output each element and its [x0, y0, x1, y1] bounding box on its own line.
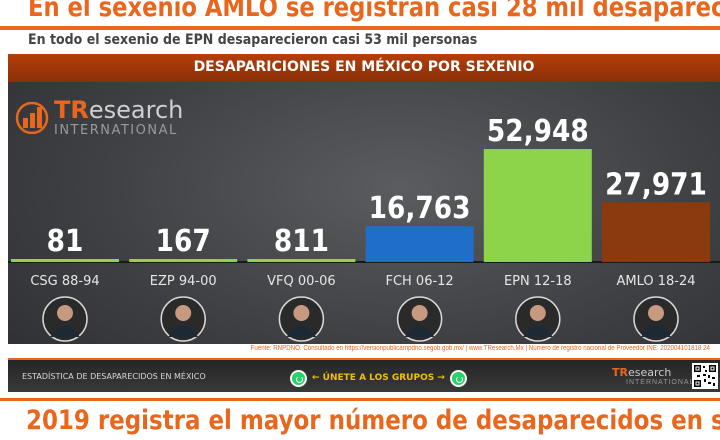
footer-brand-a: TR [612, 366, 628, 379]
bar-chart: 81 CSG 88-94 167 EZP 94-00 811 VFQ 00-06 16,76… [8, 113, 720, 342]
president-portrait-icon [278, 296, 325, 342]
bar-4 [483, 149, 592, 262]
headline-banner: En el sexenio AMLO se registran casi 28 … [0, 0, 720, 26]
data-label-5: 27,971 [605, 167, 707, 202]
footer-brand-tagline: INTERNATIONAL [626, 379, 695, 386]
bar-2 [247, 259, 356, 262]
subheadline-banner: En todo el sexenio de EPN desaparecieron… [0, 30, 720, 54]
category-label-3: FCH 06-12 [385, 274, 453, 289]
bar-5 [602, 202, 710, 262]
footer-bar: ESTADÍSTICA DE DESAPARECIDOS EN MÉXICO ←… [8, 358, 720, 394]
whatsapp-icon[interactable] [449, 369, 467, 387]
bottom-headline-banner: 2019 registra el mayor número de desapar… [0, 398, 720, 440]
chart-panel: DESAPARICIONES EN MÉXICO POR SEXENIO TRe… [8, 54, 720, 388]
president-portrait-icon [515, 296, 561, 342]
accent-band [0, 26, 720, 30]
category-label-4: EPN 12-18 [504, 274, 572, 289]
footer-brand-b: esearch [627, 366, 672, 379]
bar-1 [129, 259, 238, 262]
bar-chart-logo-icon [15, 101, 49, 134]
whatsapp-icon[interactable] [290, 369, 307, 387]
tresearch-logo: TResearch INTERNATIONAL [8, 94, 183, 144]
category-label-5: AMLO 18-24 [616, 274, 695, 289]
president-portrait-icon [160, 296, 206, 342]
data-label-4: 52,948 [487, 113, 589, 148]
chart-title: DESAPARICIONES EN MÉXICO POR SEXENIO [193, 59, 535, 75]
data-label-3: 16,763 [369, 191, 471, 226]
bar-3 [365, 226, 474, 262]
source-strip: Fuente: RNPDNO. Consultado en https://ve… [8, 344, 720, 358]
data-label-2: 811 [274, 223, 329, 258]
footer-stat-text: ESTADÍSTICA DE DESAPARECIDOS EN MÉXICO [22, 372, 206, 381]
brand-name-a: TR [54, 96, 89, 124]
bar-0 [11, 259, 119, 262]
category-label-2: VFQ 00-06 [267, 274, 336, 289]
join-groups-link[interactable]: ← ÚNETE A LOS GRUPOS → [290, 368, 467, 388]
bottom-headline: 2019 registra el mayor número de desapar… [26, 405, 720, 436]
president-portrait-icon [633, 296, 679, 342]
headline: En el sexenio AMLO se registran casi 28 … [28, 0, 720, 23]
president-portrait-icon [396, 296, 443, 342]
chart-title-bar: DESAPARICIONES EN MÉXICO POR SEXENIO [8, 54, 720, 82]
join-groups-text: ← ÚNETE A LOS GRUPOS → [312, 373, 445, 383]
data-label-1: 167 [156, 223, 211, 258]
footer-brand: TResearch [612, 366, 671, 379]
source-note: Fuente: RNPDNO. Consultado en https://ve… [250, 345, 710, 352]
data-label-0: 81 [47, 223, 84, 258]
category-label-0: CSG 88-94 [30, 274, 99, 289]
spacer-band [0, 392, 720, 398]
president-portrait-icon [42, 296, 88, 342]
subheadline: En todo el sexenio de EPN desaparecieron… [28, 32, 478, 48]
brand-name-b: esearch [88, 96, 184, 124]
brand-tagline: INTERNATIONAL [54, 123, 178, 138]
qr-code-icon [692, 363, 718, 389]
category-label-1: EZP 94-00 [150, 274, 217, 289]
